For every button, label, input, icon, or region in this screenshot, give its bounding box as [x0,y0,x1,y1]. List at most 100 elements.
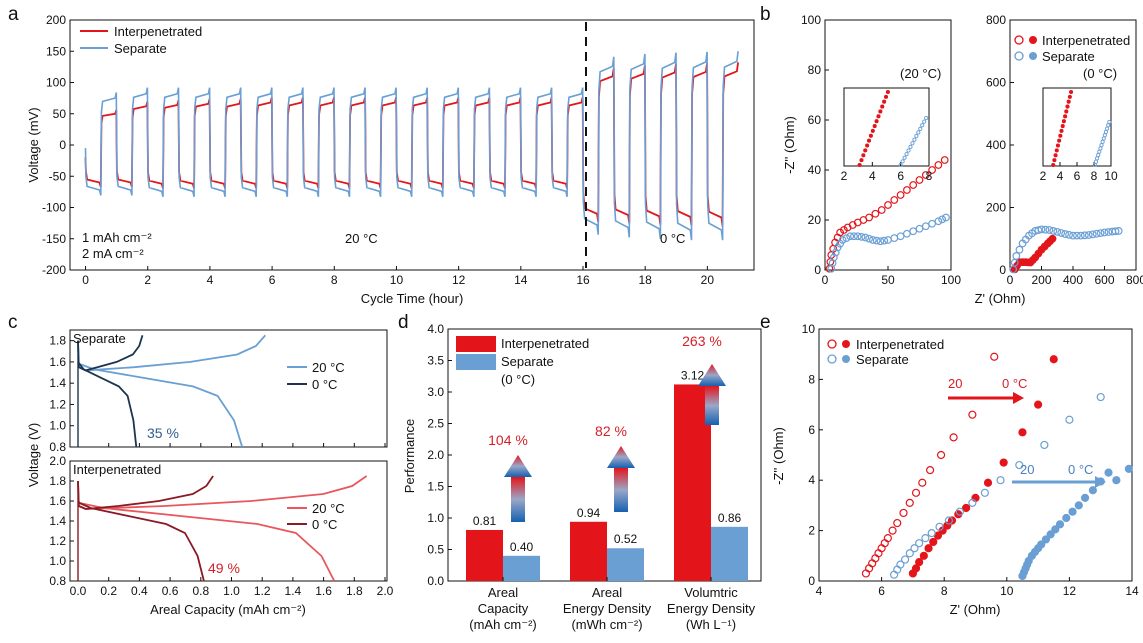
inset-right-interpenetrated-point [1052,158,1057,163]
panel-d-category-label: Areal [592,585,622,600]
inset-right-interpenetrated-point [1054,148,1059,153]
panel-e-point-interpenetrated [918,478,927,487]
panel-c-bottom-title: Interpenetrated [73,462,161,477]
panel-d-category-label: (mWh cm⁻²) [571,617,642,632]
panel-d-category-label: (Wh L⁻¹) [686,617,736,632]
panel-e-point-separate [910,544,919,553]
panel-c-xtick-label: 1.4 [285,584,302,598]
legend-label-interpenetrated-e: Interpenetrated [856,337,944,352]
inset-left-separate-point [902,155,907,160]
inset-right-separate-point [1107,119,1112,125]
panel-b-left-point-separate [857,232,866,241]
panel-b-right-xtick-label: 800 [1126,273,1143,287]
inset-right-separate-point [1103,129,1109,134]
inset-right-interpenetrated-point [1063,114,1068,119]
panel-c-top-ytick-label: 1.8 [49,334,66,348]
inset-right-separate-point [1093,159,1099,164]
panel-a-xtick-label: 0 [82,273,89,287]
panel-e-point-separate [1065,415,1074,424]
legend-swatch-interpenetrated-d [456,336,496,352]
panel-c-xtick-label: 1.8 [346,584,363,598]
panel-c-bottom-ytick-label: 1.0 [49,554,66,568]
panel-c-bottom-ytick-label: 0.8 [49,574,66,588]
inset-left-interpenetrated-point [883,94,889,99]
panel-a-ytick-label: 200 [46,13,66,27]
panel-e-ytick-label: 4 [808,473,815,487]
panel-b-right-point-separate [1049,227,1058,235]
panel-d-increase-label: 263 % [682,333,722,349]
panel-b-right-point-separate [1057,229,1066,237]
inset-left-separate-point [916,130,921,135]
panel-b-left-point-separate [868,236,877,244]
panel-b-right-point-separate [1045,226,1054,234]
panel-b-left-point-separate [861,233,870,242]
panel-e-point-separate [915,539,924,548]
panel-e-point-interpenetrated [929,537,938,547]
panel-c-separate-20c-discharge [77,361,244,448]
panel-b-left-point-separate [942,213,950,222]
inset-left-separate-point [912,137,917,142]
inset-right-interpenetrated-point [1051,162,1056,168]
panel-d-increase-arrowhead [607,446,635,468]
panel-a-ytick-label: 50 [53,107,67,121]
panel-b-right-point-separate [1012,252,1021,260]
legend-label-sep-20c: 20 °C [312,360,345,375]
panel-c-top-ytick-label: 1.4 [49,376,66,390]
inset-left-separate-point [898,162,903,168]
legend-marker-interpenetrated-filled [1029,36,1037,44]
panel-e-point-separate [1040,440,1049,450]
panel-e-point-interpenetrated [911,564,921,573]
panel-a-xtick-label: 6 [269,273,276,287]
panel-c-top-ytick-label: 0.8 [49,440,66,454]
panel-e-red-start-label: 20 [948,376,962,391]
legend-label-separate-e: Separate [856,352,909,367]
panel-d-increase-label: 82 % [595,423,627,439]
panel-a-voltage-chart: 0 2 4 6 8 10 12 14 16 18 20 -200 -150 -100 -50 0 50 100 15… [26,13,755,306]
panel-d-increase-label: 104 % [488,432,528,448]
panel-c-top-ytick-label: 1.6 [49,355,66,369]
panel-e-point-separate [1015,460,1024,470]
panel-e-frame [818,328,1133,582]
panel-c-capacity-charts: 0.0 0.2 0.4 0.6 0.8 1.0 1.2 1.4 1.6 1.8 2.00.81.01… [26,329,394,617]
panel-b-left-point-interpenetrated [940,156,949,164]
panel-b-right-xtick-label: 0 [1007,273,1014,287]
inset-left-xtick-label: 4 [869,169,876,183]
panel-b-right-point-separate [1015,245,1024,254]
panel-b-left-xtick-label: 100 [941,273,961,287]
legend-marker-sep-open-e [827,354,837,364]
panel-b-ylabel: -Z'' (Ohm) [782,116,797,174]
panel-c-top-ytick-label: 1.0 [49,419,66,433]
inset-left-interpenetrated-point [870,128,875,133]
inset-left-interpenetrated-point [874,119,879,124]
panel-b-left-point-interpenetrated [909,181,918,189]
panel-b-left-point-separate [915,224,924,233]
panel-d-bar-interpenetrated [674,384,711,581]
panel-d-category-label: Areal [488,585,518,600]
panel-d-ytick-label: 2.5 [427,417,444,431]
panel-c-top-title: Separate [73,331,126,346]
panel-a-xtick-label: 18 [639,273,653,287]
panel-d-bar-value-label: 0.94 [577,506,601,520]
panel-e-ytick-label: 2 [808,524,815,538]
panel-d-bar-value-label: 0.81 [473,514,497,528]
panel-b-legend: Interpenetrated Separate [1014,33,1130,64]
panel-e-point-interpenetrated [936,450,946,460]
panel-b-right-temperature: (0 °C) [1083,66,1117,81]
inset-left-interpenetrated-point [878,109,883,114]
panel-b-right-point-separate [1037,225,1046,234]
panel-e-point-separate [1104,468,1113,477]
panel-c-xtick-label: 1.0 [223,584,240,598]
panel-e-ytick-label: 6 [808,423,815,437]
panel-b-left-point-interpenetrated [928,166,936,174]
panel-b-left-point-interpenetrated [934,161,943,169]
panel-e-impedance-chart: 4 6 8 10 12 14 0 2 4 6 8 10 Interpenetrated Separat… [771,322,1139,617]
inset-right-xtick-label: 4 [1057,169,1064,183]
panel-a-xtick-label: 10 [390,273,404,287]
panel-b-left-point-interpenetrated [871,209,880,218]
annotation-20c: 20 °C [345,231,378,246]
legend-marker-int-open-e [827,339,837,349]
inset-left-separate-point [906,148,911,153]
panel-b-left-point-separate [831,248,840,257]
panel-d-increase-arrow-shaft [705,386,719,425]
panel-e-point-interpenetrated [893,518,902,528]
